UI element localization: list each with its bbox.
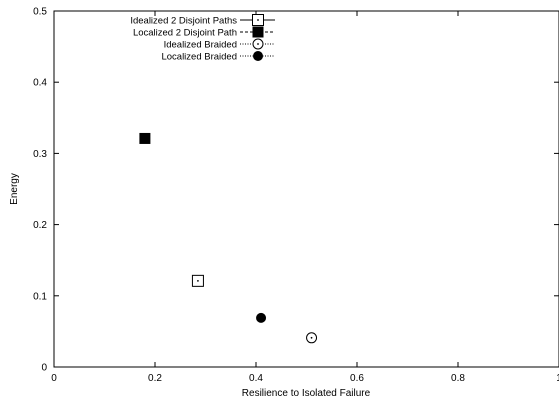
x-axis-label: Resilience to Isolated Failure [242, 388, 371, 399]
axis-ticks [53, 10, 559, 368]
data-points [139, 132, 318, 344]
x-tick-label: 0.4 [249, 373, 263, 384]
legend-label: Localized 2 Disjoint Path [133, 28, 237, 39]
plot-frame [53, 10, 559, 368]
y-tick-label: 0.1 [33, 291, 47, 302]
y-tick-label: 0.2 [33, 220, 47, 231]
x-tick-label: 1 [556, 373, 559, 384]
y-tick-label: 0.5 [33, 7, 47, 18]
y-tick-label: 0 [41, 363, 47, 374]
legend-marker [253, 51, 263, 61]
legend-label: Idealized Braided [164, 40, 237, 51]
data-point [256, 312, 267, 323]
x-tick-label: 0.6 [350, 373, 364, 384]
y-axis-label: Energy [9, 173, 20, 205]
x-tick-label: 0.8 [451, 373, 465, 384]
x-tick-label: 0.2 [148, 373, 162, 384]
data-point [306, 332, 318, 344]
legend-marker [252, 38, 264, 50]
legend-marker [252, 14, 264, 26]
y-tick-label: 0.3 [33, 149, 47, 160]
data-point [139, 132, 151, 144]
data-point [191, 274, 204, 287]
x-tick-label: 0 [51, 373, 57, 384]
y-tick-label: 0.4 [33, 78, 47, 89]
legend-label: Localized Braided [161, 52, 237, 63]
axis-tick-labels: 0 0.2 0.4 0.6 0.8 1 0 0.1 0.2 0.3 0.4 0.5 [33, 7, 559, 385]
legend-marker [252, 26, 264, 38]
legend-label: Idealized 2 Disjoint Paths [130, 16, 237, 27]
